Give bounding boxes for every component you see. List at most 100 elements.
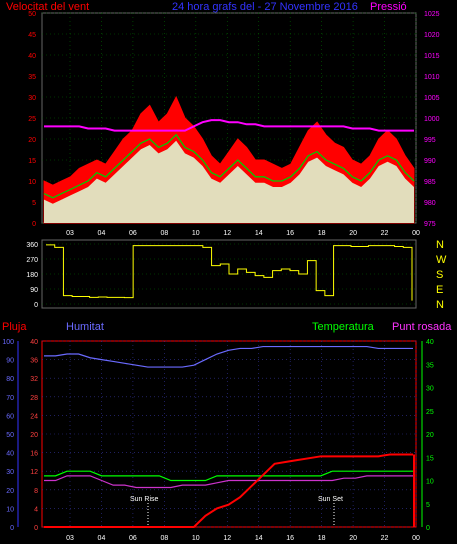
wind-x-tick-label: 00 bbox=[412, 230, 420, 237]
wind-x-tick-label: 12 bbox=[223, 230, 231, 237]
humidity-tick-label: 30 bbox=[6, 469, 14, 476]
rain-tick-label: 20 bbox=[30, 432, 38, 439]
humidity-x-tick-label: 08 bbox=[160, 535, 168, 542]
wind-x-tick-label: 10 bbox=[192, 230, 200, 237]
pressure-tick-label: 1020 bbox=[424, 32, 440, 39]
wind-x-tick-label: 20 bbox=[349, 230, 357, 237]
direction-tick-label: 0 bbox=[34, 302, 38, 309]
rain-tick-label: 8 bbox=[34, 488, 38, 495]
humidity-x-tick-label: 03 bbox=[66, 535, 74, 542]
rain-tick-label: 16 bbox=[30, 451, 38, 458]
wind-tick-label: 30 bbox=[28, 95, 36, 102]
sunset-label: Sun Set bbox=[318, 496, 343, 503]
wind-x-tick-label: 14 bbox=[255, 230, 263, 237]
humidity-tick-label: 40 bbox=[6, 451, 14, 458]
wind-speed-fill bbox=[44, 140, 414, 223]
pressure-title: Pressió bbox=[370, 1, 407, 13]
wind-x-tick-label: 06 bbox=[129, 230, 137, 237]
pressure-tick-label: 1005 bbox=[424, 95, 440, 102]
humidity-title: Humitat bbox=[66, 321, 104, 333]
direction-tick-label: 360 bbox=[26, 242, 38, 249]
wind-tick-label: 15 bbox=[28, 158, 36, 165]
humidity-tick-label: 0 bbox=[10, 525, 14, 532]
pressure-tick-label: 980 bbox=[424, 200, 436, 207]
wind-x-tick-label: 16 bbox=[286, 230, 294, 237]
humidity-tick-label: 100 bbox=[2, 339, 14, 346]
humidity-x-tick-label: 06 bbox=[129, 535, 137, 542]
wind-x-tick-label: 08 bbox=[160, 230, 168, 237]
rain-tick-label: 40 bbox=[30, 339, 38, 346]
humidity-x-tick-label: 14 bbox=[255, 535, 263, 542]
wind-tick-label: 10 bbox=[28, 179, 36, 186]
temperature-line bbox=[44, 470, 413, 482]
rain-tick-label: 24 bbox=[30, 413, 38, 420]
pressure-tick-label: 975 bbox=[424, 221, 436, 228]
wind-x-tick-label: 22 bbox=[381, 230, 389, 237]
humidity-tick-label: 60 bbox=[6, 413, 14, 420]
direction-tick-label: 180 bbox=[26, 272, 38, 279]
direction-letter: W bbox=[436, 254, 447, 266]
temperature-tick-label: 35 bbox=[426, 362, 434, 369]
humidity-tick-label: 90 bbox=[6, 358, 14, 365]
chart-date-title: 24 hora grafs del - 27 Novembre 2016 bbox=[172, 1, 358, 13]
humidity-x-tick-label: 12 bbox=[223, 535, 231, 542]
dewpoint-title: Punt rosada bbox=[392, 321, 452, 333]
temperature-tick-label: 25 bbox=[426, 409, 434, 416]
direction-letter: N bbox=[436, 239, 444, 251]
pressure-tick-label: 995 bbox=[424, 137, 436, 144]
humidity-tick-label: 10 bbox=[6, 506, 14, 513]
humidity-x-tick-label: 04 bbox=[98, 535, 106, 542]
pressure-tick-label: 985 bbox=[424, 179, 436, 186]
temperature-tick-label: 40 bbox=[426, 339, 434, 346]
humidity-x-tick-label: 20 bbox=[349, 535, 357, 542]
direction-letter: N bbox=[436, 299, 444, 311]
rain-tick-label: 12 bbox=[30, 469, 38, 476]
wind-average-line bbox=[43, 133, 415, 199]
pressure-tick-label: 1025 bbox=[424, 11, 440, 18]
wind-tick-label: 20 bbox=[28, 137, 36, 144]
wind-tick-label: 35 bbox=[28, 74, 36, 81]
wind-x-tick-label: 18 bbox=[318, 230, 326, 237]
wind-x-tick-label: 03 bbox=[66, 230, 74, 237]
direction-tick-label: 90 bbox=[30, 287, 38, 294]
temperature-tick-label: 5 bbox=[426, 502, 430, 509]
temperature-title: Temperatura bbox=[312, 321, 375, 333]
humidity-x-tick-label: 10 bbox=[192, 535, 200, 542]
wind-speed-title: Velocitat del vent bbox=[6, 1, 89, 13]
temperature-tick-label: 10 bbox=[426, 479, 434, 486]
wind-tick-label: 25 bbox=[28, 116, 36, 123]
temperature-tick-label: 30 bbox=[426, 386, 434, 393]
humidity-tick-label: 20 bbox=[6, 488, 14, 495]
rain-tick-label: 32 bbox=[30, 376, 38, 383]
humidity-tick-label: 70 bbox=[6, 395, 14, 402]
direction-tick-label: 270 bbox=[26, 257, 38, 264]
wind-tick-label: 40 bbox=[28, 53, 36, 60]
rain-line bbox=[44, 453, 413, 528]
rain-tick-label: 36 bbox=[30, 358, 38, 365]
direction-letter: E bbox=[436, 284, 443, 296]
humidity-x-tick-label: 18 bbox=[318, 535, 326, 542]
wind-tick-label: 50 bbox=[28, 11, 36, 18]
dewpoint-line bbox=[44, 475, 413, 489]
humidity-x-tick-label: 22 bbox=[381, 535, 389, 542]
wind-tick-label: 0 bbox=[32, 221, 36, 228]
direction-letter: S bbox=[436, 269, 443, 281]
pressure-line bbox=[44, 119, 414, 132]
rain-tick-label: 0 bbox=[34, 525, 38, 532]
pressure-tick-label: 1015 bbox=[424, 53, 440, 60]
rain-title: Pluja bbox=[2, 321, 27, 333]
sunrise-label: Sun Rise bbox=[130, 496, 159, 503]
wind-tick-label: 45 bbox=[28, 32, 36, 39]
temperature-tick-label: 15 bbox=[426, 455, 434, 462]
temperature-tick-label: 20 bbox=[426, 432, 434, 439]
rain-tick-label: 28 bbox=[30, 395, 38, 402]
pressure-tick-label: 1010 bbox=[424, 74, 440, 81]
wind-x-tick-label: 04 bbox=[98, 230, 106, 237]
pressure-tick-label: 990 bbox=[424, 158, 436, 165]
wind-direction-line bbox=[46, 244, 413, 301]
humidity-tick-label: 50 bbox=[6, 432, 14, 439]
